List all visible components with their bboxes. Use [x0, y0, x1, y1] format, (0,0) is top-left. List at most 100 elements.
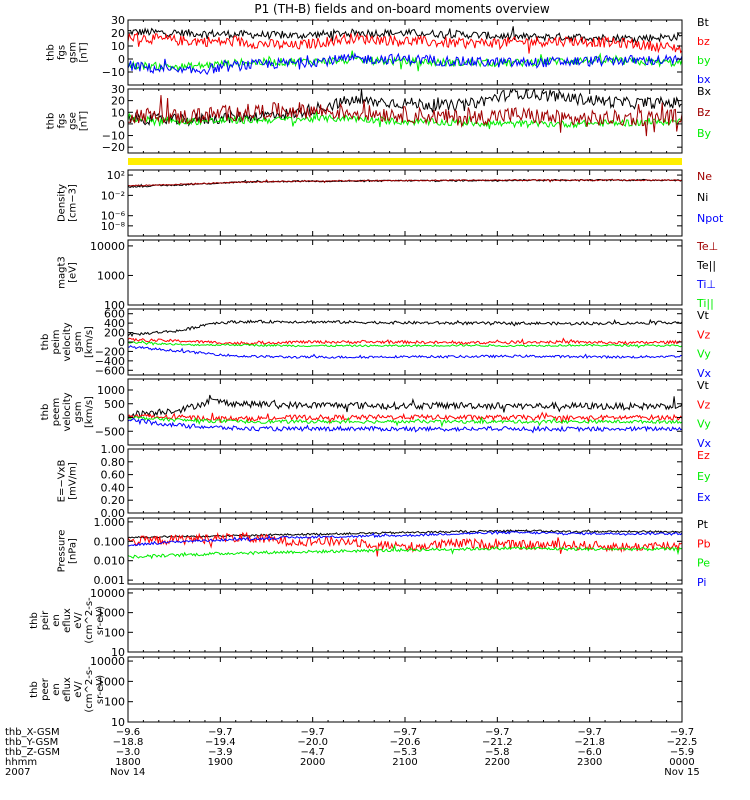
- y-axis-label: [eV]: [68, 262, 79, 283]
- series-line-vz: [128, 411, 682, 425]
- x-tick-label: 1800: [115, 757, 140, 768]
- y-axis-label: peim: [51, 329, 62, 354]
- y-tick-label: 1.00: [101, 443, 126, 456]
- y-axis-label: Pressure: [57, 530, 68, 573]
- y-tick-label: −10: [102, 66, 125, 79]
- panel-10: 10000 1000 100 10 thb peer en eflux eV/(cm^2-s-s…: [29, 655, 683, 729]
- legend-entry: Ex: [697, 491, 711, 504]
- status-bar: [128, 158, 682, 165]
- y-tick-label: 0.20: [101, 494, 126, 507]
- series-line-vt: [128, 394, 682, 418]
- x-tick-label: −9.7: [301, 727, 325, 738]
- y-tick-label: 0: [118, 336, 125, 349]
- y-tick-label: 30: [111, 83, 125, 96]
- series-line-vx: [128, 345, 682, 360]
- series-line-vz: [128, 337, 682, 346]
- x-tick-label: −6.0: [578, 747, 602, 758]
- x-tick-label: 2000: [300, 757, 325, 768]
- y-tick-label: 0.100: [94, 535, 126, 548]
- y-axis-label: eflux: [62, 677, 73, 702]
- y-tick-label: 1000: [97, 675, 125, 688]
- legend-entry: Ne: [697, 170, 712, 183]
- y-tick-label: 100: [104, 299, 125, 312]
- series-line-vy: [128, 416, 682, 428]
- y-tick-label: 0: [118, 118, 125, 131]
- legend-entry: Ti⊥: [696, 278, 716, 291]
- x-tick-label: −5.9: [670, 747, 694, 758]
- x-tick-label: −22.5: [667, 737, 698, 748]
- x-tick-label: −21.2: [482, 737, 513, 748]
- x-tick-label: Nov 15: [664, 767, 699, 778]
- y-tick-label: 10: [111, 40, 125, 53]
- y-tick-label: 100: [104, 696, 125, 709]
- x-axis-row-label: hhmm: [5, 757, 37, 768]
- x-tick-label: 0000: [669, 757, 694, 768]
- x-axis-table: thb_X-GSMthb_Y-GSMthb_Z-GSMhhmm2007−9.6−…: [5, 727, 700, 778]
- y-tick-label: 1000: [97, 607, 125, 620]
- y-tick-label: 0.80: [101, 456, 126, 469]
- y-axis-label: eV/: [73, 612, 84, 629]
- x-tick-label: −9.7: [393, 727, 417, 738]
- legend-entry: Bx: [697, 85, 712, 98]
- legend-entry: Vx: [697, 367, 712, 380]
- panel-frame: [127, 656, 683, 723]
- x-axis-row-label: thb_Y-GSM: [5, 737, 58, 748]
- y-axis-label: eV/: [73, 681, 84, 698]
- y-tick-label: 0.00: [101, 507, 126, 520]
- x-tick-label: −5.3: [393, 747, 417, 758]
- x-tick-label: −20.0: [297, 737, 328, 748]
- y-axis-label: thb: [46, 113, 57, 130]
- y-axis-label: (cm^2-s-: [84, 666, 95, 713]
- y-axis-label: thb: [29, 681, 40, 698]
- x-tick-label: −9.7: [578, 727, 602, 738]
- series-line-vx: [128, 418, 682, 434]
- y-axis-label: [km/s]: [84, 326, 95, 358]
- y-axis-label: en: [51, 683, 62, 696]
- y-axis-label: sr-eV): [95, 606, 106, 635]
- x-tick-label: −3.0: [116, 747, 140, 758]
- y-axis-label: [cm−3]: [68, 184, 79, 222]
- legend-entry: Ti||: [696, 297, 714, 310]
- y-axis-label: gse: [68, 112, 79, 130]
- x-tick-label: Nov 14: [110, 767, 145, 778]
- x-tick-label: −9.7: [670, 727, 694, 738]
- panel-frame: [127, 19, 683, 86]
- x-tick-label: 1900: [208, 757, 233, 768]
- y-tick-label: 1000: [97, 384, 125, 397]
- y-axis-label: thb: [40, 404, 51, 421]
- y-axis-label: gsm: [68, 42, 79, 63]
- legend-entry: Ey: [697, 470, 711, 483]
- x-tick-label: −9.7: [485, 727, 509, 738]
- y-axis-label: [nT]: [79, 111, 90, 131]
- y-axis-label: thb: [46, 44, 57, 61]
- y-axis-label: peir: [40, 610, 51, 630]
- series-line-bz: [128, 31, 682, 54]
- y-tick-label: 10²: [107, 169, 125, 182]
- panel-9: 10000 1000 100 10 thb peir en eflux eV/(cm^2-s-s…: [29, 587, 683, 659]
- panel-8: 1.000 0.100 0.010 0.001 Pressure [nPa] Pt Pb Pe P…: [57, 516, 711, 589]
- series-line-vy: [128, 340, 682, 349]
- x-axis-row-label: 2007: [5, 767, 30, 778]
- x-tick-label: −5.8: [485, 747, 509, 758]
- y-axis-label: sr-eV): [95, 675, 106, 704]
- y-axis-label: eflux: [62, 608, 73, 633]
- series-line-pb: [128, 531, 682, 557]
- y-axis-label: Density: [57, 184, 68, 222]
- y-tick-label: 10: [111, 646, 125, 659]
- x-axis-row-label: thb_X-GSM: [5, 727, 60, 738]
- y-tick-label: 1.000: [94, 516, 126, 529]
- series-line-bx: [128, 52, 682, 76]
- x-tick-label: 2100: [392, 757, 417, 768]
- y-tick-label: 30: [111, 14, 125, 27]
- x-tick-label: −21.8: [574, 737, 605, 748]
- panel-3: 10² 10⁻² 10⁻⁶10⁻⁸ Density [cm−3] Ne Ni Npot: [57, 169, 724, 237]
- legend-entry: Pe: [697, 557, 710, 570]
- y-axis-label: gsm: [73, 331, 84, 352]
- series-line-bt: [128, 26, 682, 46]
- y-tick-label: 0.001: [94, 574, 126, 587]
- series-line-vt: [128, 318, 682, 337]
- x-tick-label: −18.8: [113, 737, 144, 748]
- y-tick-label: 1000: [97, 269, 125, 282]
- y-tick-label: −10: [102, 130, 125, 143]
